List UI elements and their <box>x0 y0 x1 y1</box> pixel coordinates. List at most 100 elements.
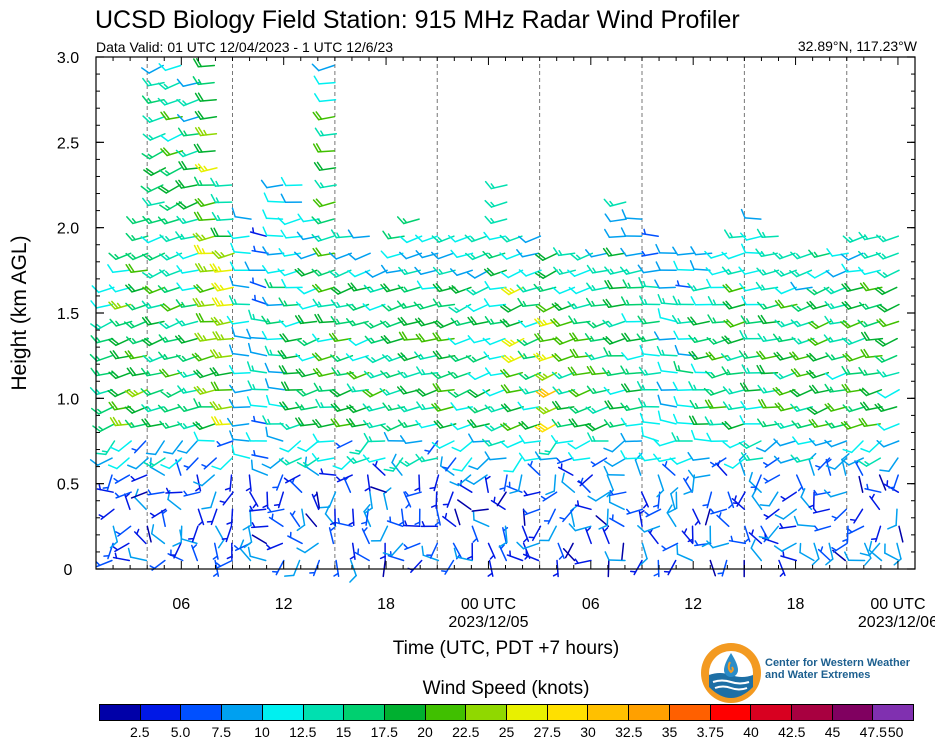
wind-barb <box>124 388 148 398</box>
wind-barb <box>609 514 625 528</box>
wind-barb <box>825 542 834 566</box>
wind-barb <box>229 430 250 442</box>
wind-barb <box>847 525 865 535</box>
wind-barb <box>602 527 610 545</box>
wind-barb <box>824 439 848 448</box>
wind-barb <box>294 314 318 325</box>
wind-barb <box>159 201 182 211</box>
wind-barb <box>722 401 746 411</box>
wind-barb <box>543 508 556 525</box>
wind-barb <box>379 320 403 328</box>
wind-barb <box>143 457 166 468</box>
wind-barb <box>277 217 301 226</box>
wind-barb <box>842 440 864 454</box>
wind-barb <box>564 542 574 559</box>
wind-barb <box>574 558 592 565</box>
wind-barb <box>127 457 149 470</box>
wind-barb <box>876 439 900 448</box>
wind-barb <box>709 559 717 577</box>
wind-barb <box>692 508 701 526</box>
wind-barb <box>604 551 626 562</box>
wind-barb <box>226 508 234 527</box>
wind-barb <box>142 133 166 141</box>
wind-barb <box>598 508 609 530</box>
wind-barb <box>656 381 679 391</box>
wind-barb <box>780 551 798 562</box>
wind-barb <box>141 367 164 377</box>
wind-barb <box>209 401 233 411</box>
colorbar-swatch <box>751 705 792 720</box>
wind-barb <box>877 389 900 399</box>
wind-barb <box>556 457 574 465</box>
wind-barb <box>539 525 557 542</box>
wind-barb <box>158 334 182 343</box>
colorbar-label: 40 <box>743 724 759 740</box>
wind-barb <box>638 366 662 376</box>
wind-barb <box>484 451 507 461</box>
wind-barb <box>858 475 864 493</box>
wind-barb <box>808 249 831 258</box>
wind-barb <box>655 243 677 255</box>
wind-barb <box>498 525 508 548</box>
y-tick-label: 3.0 <box>57 50 79 67</box>
wind-barb <box>221 525 233 543</box>
wind-barb <box>449 268 473 277</box>
colorbar-swatch <box>181 705 223 720</box>
wind-barb <box>450 402 474 411</box>
wind-barb <box>246 396 268 408</box>
wind-barb <box>707 295 730 306</box>
wind-barb <box>551 371 575 380</box>
wind-barb <box>210 177 233 187</box>
wind-barb <box>448 354 472 362</box>
wind-barb <box>312 198 336 208</box>
wind-barb <box>608 492 625 511</box>
wind-barb <box>211 211 234 222</box>
wind-barb <box>175 231 198 240</box>
colorbar-swatch <box>100 705 141 720</box>
wind-barb <box>280 229 303 239</box>
wind-barb <box>157 81 181 90</box>
wind-barb <box>96 484 114 493</box>
wind-barb <box>201 491 217 510</box>
wind-barb <box>158 184 181 194</box>
wind-barb <box>123 320 147 329</box>
wind-barb <box>709 508 728 515</box>
wind-barb <box>842 525 849 544</box>
wind-barb <box>728 535 747 545</box>
wind-barb <box>165 487 183 494</box>
wind-barb <box>644 508 662 518</box>
wind-barb <box>534 332 557 343</box>
wind-barb <box>876 369 900 378</box>
wind-barb <box>264 278 286 289</box>
wind-barb <box>329 388 353 398</box>
wind-barb <box>434 508 441 526</box>
colorbar-label: 50 <box>887 724 904 740</box>
wind-barb <box>312 111 336 121</box>
wind-barb <box>756 364 779 375</box>
colorbar-swatch <box>588 705 630 720</box>
wind-barb <box>465 354 489 363</box>
wind-barb <box>484 475 491 493</box>
wind-barb <box>160 111 183 121</box>
wind-barb <box>432 283 456 293</box>
wind-barb <box>191 544 199 562</box>
wind-barb <box>349 559 357 583</box>
wind-barb <box>487 559 494 577</box>
wind-barb <box>849 508 864 524</box>
wind-barb <box>90 367 114 377</box>
wind-barb <box>250 522 269 529</box>
wind-barb <box>416 366 439 376</box>
wind-barb <box>621 383 644 393</box>
wind-barb <box>447 389 471 398</box>
wind-barb <box>774 402 798 412</box>
wind-barb <box>243 525 253 549</box>
wind-barb <box>825 352 849 361</box>
wind-barb <box>157 404 181 413</box>
wind-barb <box>841 383 864 393</box>
wind-barb <box>657 361 678 374</box>
y-tick-label: 1.0 <box>57 391 79 408</box>
wind-barb <box>261 265 285 274</box>
wind-barb <box>705 351 729 361</box>
wind-barb <box>656 474 665 498</box>
wind-barb <box>296 457 320 468</box>
